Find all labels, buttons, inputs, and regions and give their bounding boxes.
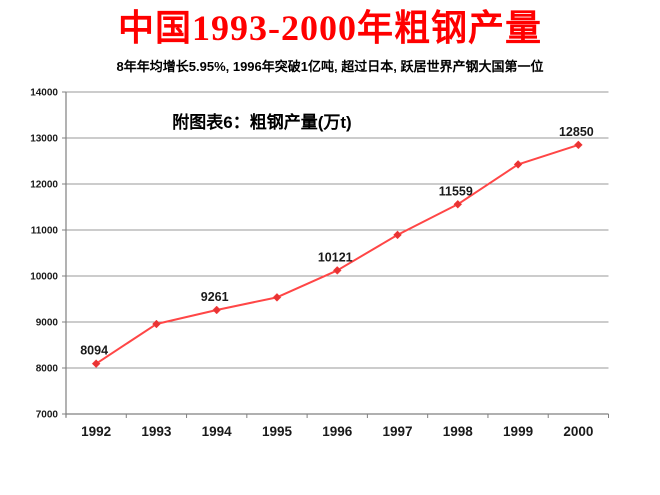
y-tick-label-14000: 14000: [30, 88, 58, 99]
data-label-1996: 10121: [318, 250, 353, 264]
page-title: 中国1993-2000年粗钢产量: [118, 8, 542, 48]
y-tick-label-11000: 11000: [31, 226, 59, 237]
data-label-1998: 11559: [439, 184, 473, 198]
data-label-1994: 9261: [201, 290, 229, 304]
data-point-2000: [574, 140, 583, 150]
data-point-1999: [513, 160, 523, 169]
y-tick-label-13000: 13000: [30, 134, 58, 145]
chart-inner-title: 附图表6：粗钢产量(万t): [172, 112, 351, 132]
y-tick-label-10000: 10000: [30, 272, 58, 283]
x-tick-label-1995: 1995: [262, 424, 293, 439]
y-tick-label-12000: 12000: [30, 180, 58, 191]
data-point-1998: [453, 199, 463, 209]
x-tick-label-2000: 2000: [563, 424, 593, 439]
data-point-1992: [91, 359, 101, 369]
x-tick-label-1996: 1996: [322, 424, 353, 439]
y-tick-label-8000: 8000: [36, 364, 59, 375]
data-point-1997: [393, 230, 402, 240]
x-tick-label-1992: 1992: [81, 424, 111, 439]
y-tick-label-7000: 7000: [36, 410, 59, 421]
data-label-1992: 8094: [80, 344, 108, 358]
page-subtitle: 8年年均增长5.95%, 1996年突破1亿吨, 超过日本, 跃居世界产钢大国第…: [116, 59, 544, 74]
data-point-1996: [332, 266, 342, 275]
data-label-2000: 12850: [559, 125, 594, 139]
x-tick-label-1998: 1998: [443, 424, 474, 439]
x-tick-label-1997: 1997: [383, 424, 413, 439]
x-tick-label-1999: 1999: [503, 424, 533, 439]
y-tick-label-9000: 9000: [36, 318, 59, 329]
data-point-1994: [212, 305, 222, 315]
x-tick-label-1994: 1994: [202, 424, 233, 439]
data-point-1995: [272, 292, 282, 302]
data-point-1993: [152, 319, 161, 329]
x-tick-label-1993: 1993: [141, 424, 172, 439]
